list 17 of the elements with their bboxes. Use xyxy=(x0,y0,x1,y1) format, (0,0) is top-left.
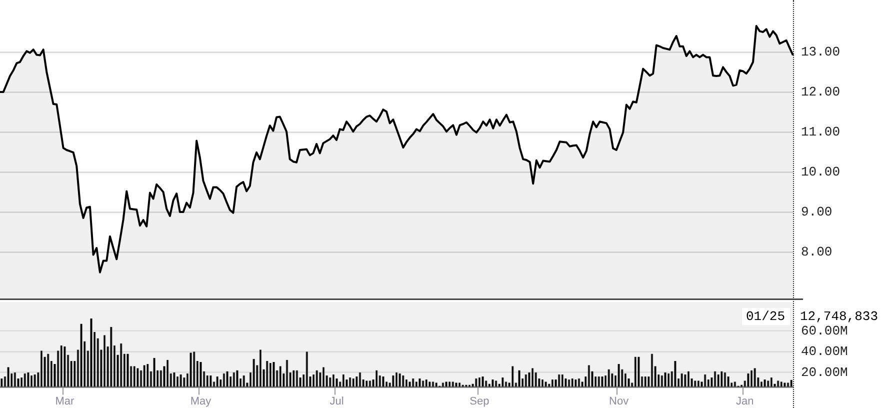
text: 12,748,833 xyxy=(800,308,878,324)
x-tick-label: May xyxy=(190,395,212,408)
y-tick-label: 9.00 xyxy=(801,204,832,220)
x-tick-label: Mar xyxy=(55,395,75,408)
x-tick-label: Jul xyxy=(330,395,344,408)
y-tick-label: 12.00 xyxy=(801,84,840,100)
x-tick-label: Sep xyxy=(470,395,490,408)
y-tick-label: 8.00 xyxy=(801,244,832,260)
y-tick-label: 20.00M xyxy=(801,364,848,380)
y-tick-label: 10.00 xyxy=(801,164,840,180)
y-tick-label: 40.00M xyxy=(801,344,848,360)
y-tick-label: 60.00M xyxy=(801,323,848,338)
x-tick-label: Jan xyxy=(736,395,754,408)
y-tick-label: 11.00 xyxy=(801,124,840,140)
x-tick-label: Nov xyxy=(609,395,630,408)
y-tick-label: 13.00 xyxy=(801,44,840,60)
annotation: 01/25 xyxy=(746,308,786,324)
